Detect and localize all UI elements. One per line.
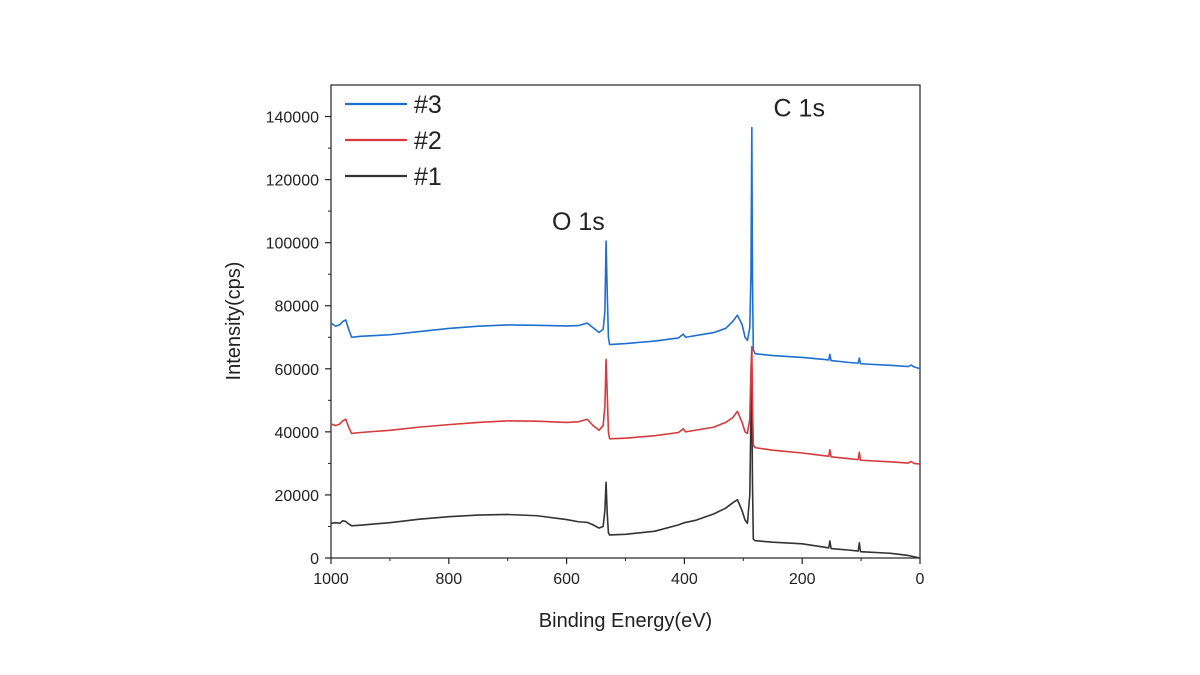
y-axis-ticks: 0 20000 40000 60000 80000 100000 120000 140000: [266, 110, 331, 568]
x-axis-title: Binding Energy(eV): [539, 610, 712, 632]
x-tick-label: 0: [916, 571, 925, 588]
y-tick-label: 20000: [275, 488, 320, 505]
y-tick-label: 140000: [266, 110, 319, 127]
y-tick-label: 120000: [266, 173, 319, 190]
legend-label: #3: [414, 91, 442, 119]
series-line: [330, 126, 921, 370]
x-tick-label: 200: [789, 571, 816, 588]
x-tick-label: 600: [553, 571, 580, 588]
y-tick-label: 0: [310, 551, 319, 568]
x-tick-label: 800: [435, 571, 462, 588]
peak-label: C 1s: [774, 95, 825, 123]
y-tick-label: 60000: [275, 362, 320, 379]
series-layer: [330, 126, 921, 559]
peak-label: O 1s: [552, 208, 605, 236]
peak-annotations: O 1s C 1s: [552, 95, 825, 237]
x-tick-label: 1000: [313, 571, 349, 588]
legend: #3 #2 #1: [345, 91, 442, 191]
x-tick-label: 400: [671, 571, 698, 588]
series-line: [330, 345, 921, 465]
x-axis-ticks: 1000 800 600 400 200 0: [313, 558, 925, 588]
series-line: [330, 380, 921, 559]
legend-label: #2: [414, 127, 442, 155]
y-tick-label: 40000: [275, 425, 320, 442]
legend-label: #1: [414, 163, 442, 191]
plot-frame: [330, 84, 921, 559]
y-tick-label: 80000: [275, 299, 320, 316]
y-tick-label: 100000: [266, 236, 319, 253]
y-axis-title: Intensity(cps): [223, 262, 245, 381]
